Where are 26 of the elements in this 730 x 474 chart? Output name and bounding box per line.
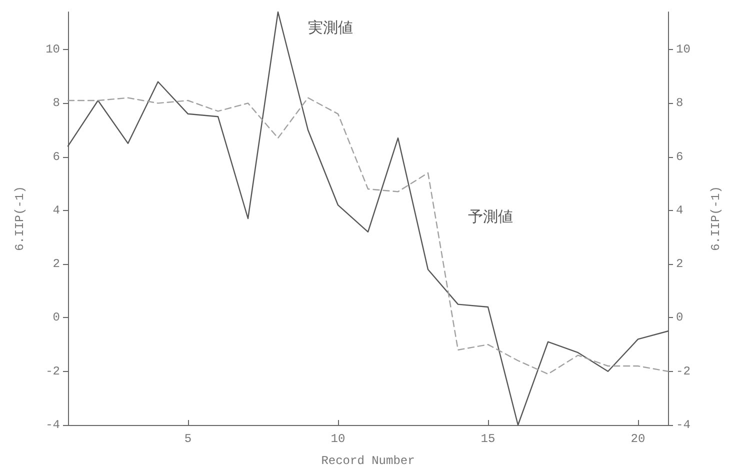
y-axis-title: 6.IIP(-1) bbox=[13, 186, 27, 251]
x-tick-label: 15 bbox=[480, 432, 496, 446]
y-tick-label: 10 bbox=[46, 42, 60, 57]
y2-tick-label: -2 bbox=[676, 364, 690, 378]
x-tick-label: 20 bbox=[630, 432, 646, 446]
y2-tick-label: 6 bbox=[676, 150, 684, 164]
y-tick-label: 6 bbox=[52, 150, 60, 164]
line-series bbox=[67, 97, 669, 375]
y2-tick-label: 4 bbox=[676, 203, 684, 218]
x-tick-label: 10 bbox=[330, 432, 346, 446]
y2-tick-label: 0 bbox=[676, 310, 684, 325]
y-tick-label: 8 bbox=[52, 96, 60, 110]
y-tick-label: -2 bbox=[46, 364, 60, 378]
y-tick-label: 2 bbox=[52, 257, 60, 272]
y2-tick-label: -4 bbox=[676, 418, 690, 432]
y-tick-label: 4 bbox=[52, 203, 60, 218]
y2-axis-title: 6.IIP(-1) bbox=[709, 186, 723, 251]
y2-tick-label: 8 bbox=[676, 96, 684, 110]
x-axis-title: Record Number bbox=[321, 454, 415, 468]
y2-tick-label: 2 bbox=[676, 257, 684, 272]
y2-tick-label: 10 bbox=[676, 42, 690, 57]
text: 予測値 bbox=[468, 207, 513, 226]
series-label: 実測値 bbox=[308, 18, 353, 36]
y-tick-label: 0 bbox=[52, 310, 60, 325]
y-tick-label: -4 bbox=[46, 418, 60, 432]
x-tick-label: 5 bbox=[184, 432, 192, 446]
